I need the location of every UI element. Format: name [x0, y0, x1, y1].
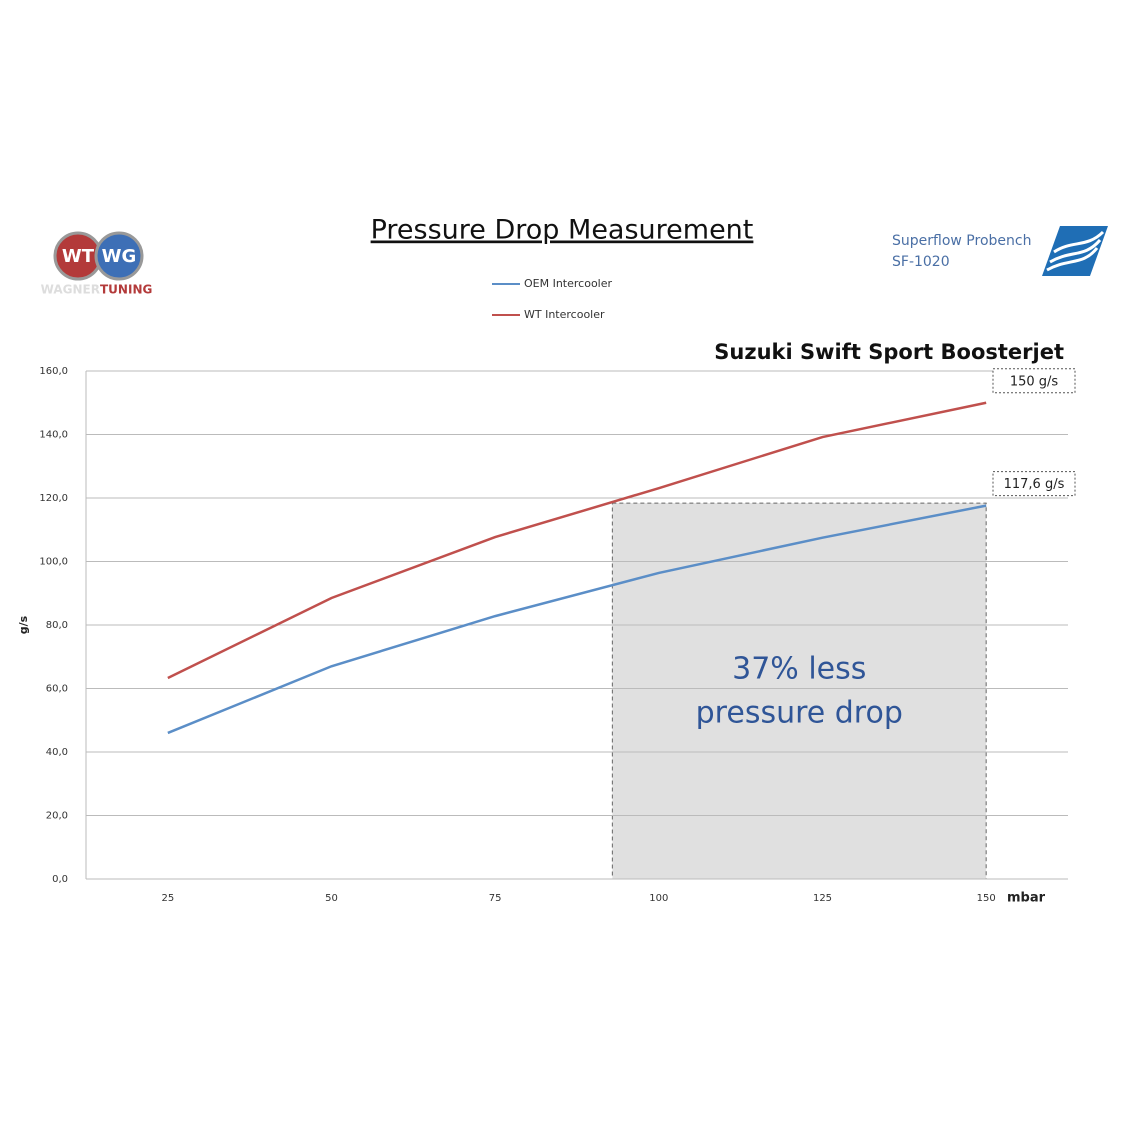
x-tick-label: 150	[977, 893, 996, 904]
y-tick-label: 140,0	[39, 430, 68, 441]
y-tick-label: 120,0	[39, 493, 68, 504]
value-label: 117,6 g/s	[1004, 477, 1065, 492]
legend-label: WT Intercooler	[524, 308, 605, 321]
value-label: 150 g/s	[1010, 374, 1059, 389]
y-tick-label: 80,0	[46, 620, 68, 631]
x-tick-label: 75	[489, 893, 502, 904]
highlight-text: 37% less	[732, 652, 866, 687]
x-tick-label: 100	[649, 893, 668, 904]
bench-model: SF-1020	[892, 254, 950, 270]
superflow-logo	[1042, 226, 1108, 276]
y-tick-label: 100,0	[39, 557, 68, 568]
chart-title: Pressure Drop Measurement	[371, 215, 754, 246]
x-tick-label: 125	[813, 893, 832, 904]
x-tick-label: 50	[325, 893, 338, 904]
logo-right: WG	[102, 246, 137, 267]
x-tick-label: 25	[161, 893, 174, 904]
x-axis-label: mbar	[1007, 891, 1046, 906]
y-axis-label: g/s	[17, 615, 30, 634]
highlight-text: pressure drop	[696, 696, 903, 731]
wagner-logo: WT WG WAGNER TUNING	[41, 231, 152, 297]
logo-left: WT	[62, 246, 95, 267]
series-line	[167, 401, 987, 680]
logo-tuning: TUNING	[100, 283, 152, 297]
legend-label: OEM Intercooler	[524, 277, 613, 290]
value-label-frame	[992, 471, 1076, 497]
y-tick-label: 160,0	[39, 366, 68, 377]
value-label-frame	[992, 368, 1076, 394]
bench-name: Superflow Probench	[892, 233, 1031, 249]
series-line	[167, 504, 987, 735]
y-tick-label: 20,0	[46, 811, 68, 822]
value-label-box: 117,6 g/s	[992, 471, 1076, 497]
y-tick-label: 60,0	[46, 684, 68, 695]
y-tick-label: 40,0	[46, 747, 68, 758]
value-label-box: 150 g/s	[992, 368, 1076, 394]
chart-subtitle: Suzuki Swift Sport Boosterjet	[714, 340, 1064, 364]
y-tick-label: 0,0	[52, 874, 68, 885]
logo-wagner: WAGNER	[41, 283, 100, 297]
highlight-region	[611, 502, 987, 880]
